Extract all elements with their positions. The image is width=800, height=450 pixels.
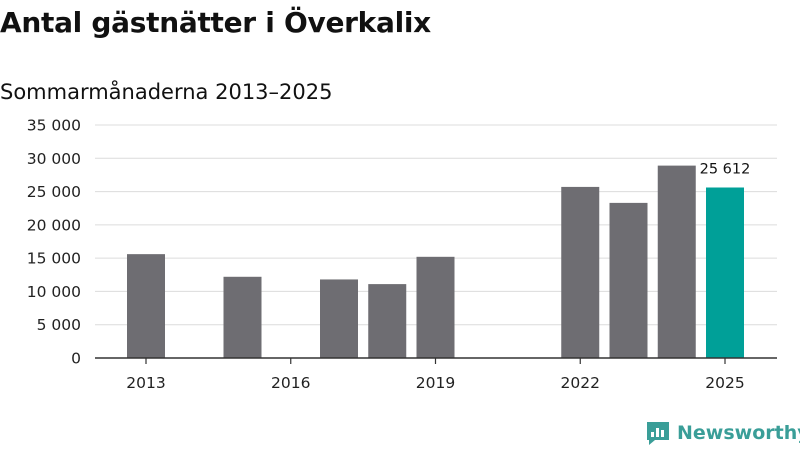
x-tick-label: 2019 — [416, 374, 455, 392]
brand-name: Newsworthy — [677, 422, 800, 444]
y-tick-label: 25 000 — [27, 183, 81, 201]
bar-2019 — [416, 256, 455, 358]
chart-title: Antal gästnätter i Överkalix — [0, 6, 431, 39]
x-tick-label: 2022 — [561, 374, 600, 392]
y-tick-label: 35 000 — [27, 117, 81, 135]
x-tick-label: 2016 — [271, 374, 310, 392]
bar-2025 — [706, 187, 744, 358]
bar-2017 — [320, 279, 358, 358]
bar-2024 — [657, 165, 696, 358]
y-tick-label: 20 000 — [27, 216, 81, 234]
bar-2023 — [609, 202, 648, 358]
bar-2018 — [368, 284, 407, 358]
y-tick-label: 10 000 — [27, 283, 81, 301]
bar-2022 — [561, 186, 600, 358]
x-tick-label: 2025 — [705, 374, 744, 392]
chart-subtitle: Sommarmånaderna 2013–2025 — [0, 80, 333, 104]
data-label: 25 612 — [700, 161, 751, 177]
bar-2015 — [223, 276, 262, 358]
y-tick-label: 15 000 — [27, 250, 81, 268]
bar-2013 — [127, 254, 165, 358]
brand-logo: Newsworthy — [645, 420, 800, 446]
newsworthy-logo-icon — [647, 422, 669, 445]
y-tick-label: 0 — [71, 350, 81, 368]
x-tick-label: 2013 — [126, 374, 165, 392]
y-tick-label: 5 000 — [37, 316, 81, 334]
y-tick-label: 30 000 — [27, 150, 81, 168]
